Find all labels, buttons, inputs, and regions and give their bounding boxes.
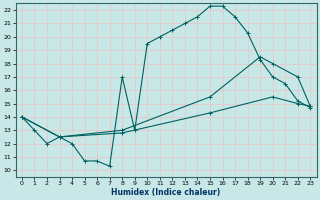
X-axis label: Humidex (Indice chaleur): Humidex (Indice chaleur) [111,188,221,197]
